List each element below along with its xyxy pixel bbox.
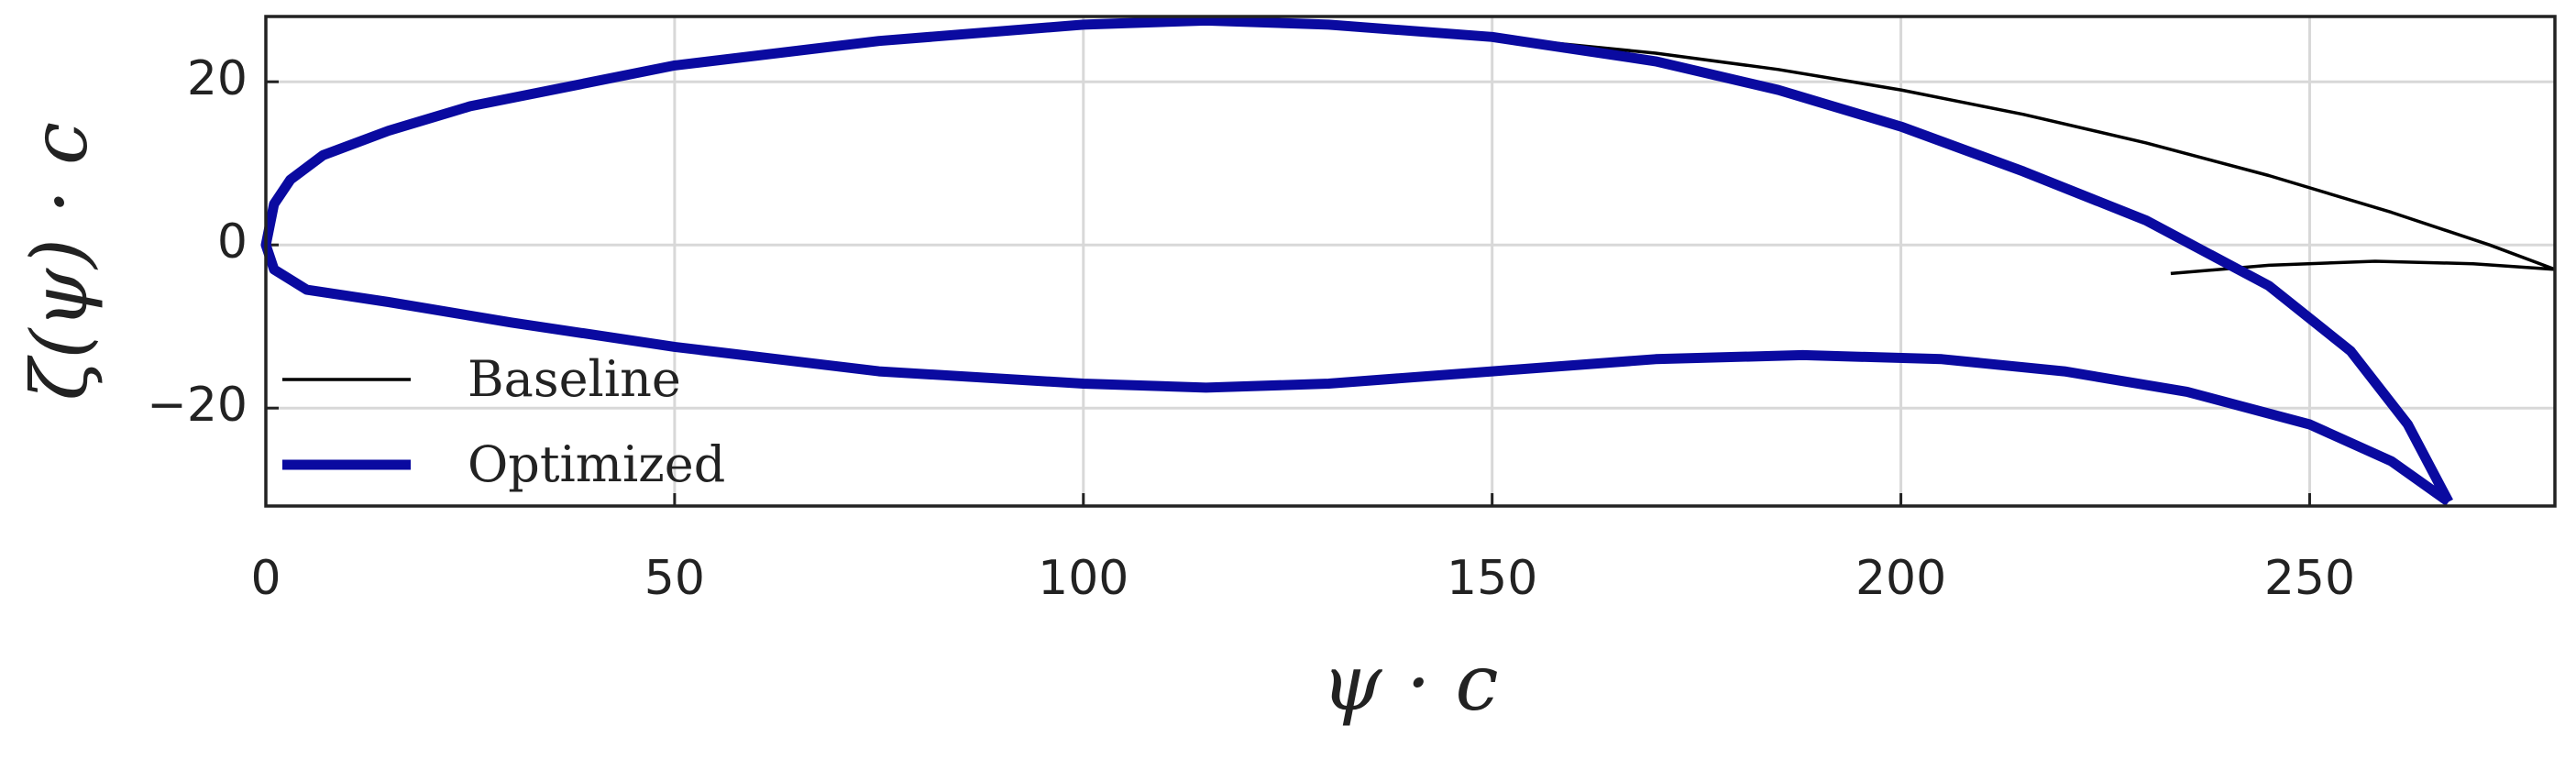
x-tick-label: 100 bbox=[1038, 551, 1128, 606]
plot-frame bbox=[264, 15, 2557, 508]
x-tick-label: 200 bbox=[1855, 551, 1946, 606]
x-tick-label: 0 bbox=[250, 551, 281, 606]
x-tick-label: 150 bbox=[1447, 551, 1537, 606]
x-tick-label: 250 bbox=[2264, 551, 2355, 606]
y-tick-label: 20 bbox=[187, 51, 248, 106]
x-tick-label: 50 bbox=[644, 551, 705, 606]
legend-label: Optimized bbox=[468, 435, 725, 493]
y-tick-label: −20 bbox=[147, 378, 248, 433]
series-line bbox=[260, 15, 2453, 506]
legend-label: Baseline bbox=[468, 350, 681, 408]
y-axis-label: ζ(ψ) · c bbox=[15, 122, 105, 401]
series-line bbox=[264, 18, 2556, 276]
y-tick-label: 0 bbox=[217, 214, 248, 270]
x-axis-label: ψ · c bbox=[1321, 638, 1498, 728]
